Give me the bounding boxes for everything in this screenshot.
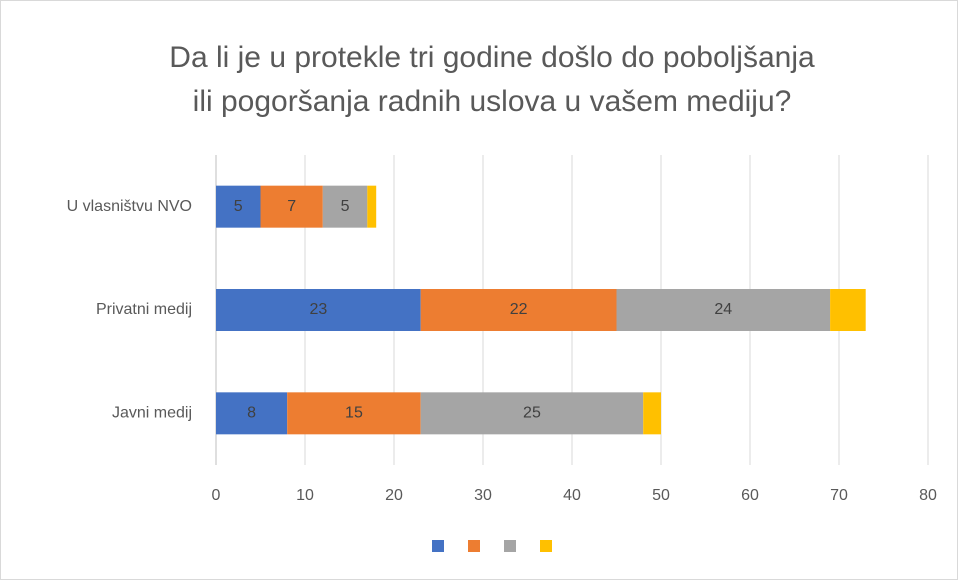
data-label: 25 xyxy=(523,405,541,422)
x-tick-label: 60 xyxy=(741,487,759,504)
data-label: 23 xyxy=(309,301,327,318)
y-tick-label: U vlasništvu NVO xyxy=(67,198,192,215)
data-label: 5 xyxy=(341,198,350,215)
bar-segment xyxy=(287,392,421,435)
bar-segment xyxy=(616,289,831,331)
x-tick-label: 0 xyxy=(212,487,221,504)
legend-swatch xyxy=(432,540,444,552)
y-tick-label: Javni medij xyxy=(112,405,192,422)
data-label: 8 xyxy=(247,405,256,422)
bar-segment xyxy=(216,289,421,331)
bar-segment xyxy=(322,185,368,228)
y-tick-label: Privatni medij xyxy=(96,301,192,318)
x-tick-label: 80 xyxy=(919,487,937,504)
data-label: 24 xyxy=(714,301,732,318)
data-label: 15 xyxy=(345,405,363,422)
bar-segment xyxy=(420,289,617,331)
bar-segment xyxy=(260,185,323,228)
legend-swatch xyxy=(468,540,480,552)
chart-title: Da li je u protekle tri godine došlo do … xyxy=(169,41,815,74)
data-label: 7 xyxy=(287,198,296,215)
bar-segment xyxy=(643,392,661,435)
chart-title: ili pogoršanja radnih uslova u vašem med… xyxy=(193,85,792,118)
bar-segment xyxy=(216,185,261,228)
data-label: 5 xyxy=(234,198,243,215)
bar-segment xyxy=(367,185,377,228)
x-tick-label: 50 xyxy=(652,487,670,504)
x-tick-label: 10 xyxy=(296,487,314,504)
data-label: 22 xyxy=(510,301,528,318)
x-tick-label: 40 xyxy=(563,487,581,504)
legend-swatch xyxy=(504,540,516,552)
bar-segment xyxy=(830,289,866,331)
bar-segment xyxy=(216,392,288,435)
legend-swatch xyxy=(540,540,552,552)
x-tick-label: 20 xyxy=(385,487,403,504)
x-tick-label: 70 xyxy=(830,487,848,504)
bar-segment xyxy=(420,392,644,435)
x-tick-label: 30 xyxy=(474,487,492,504)
